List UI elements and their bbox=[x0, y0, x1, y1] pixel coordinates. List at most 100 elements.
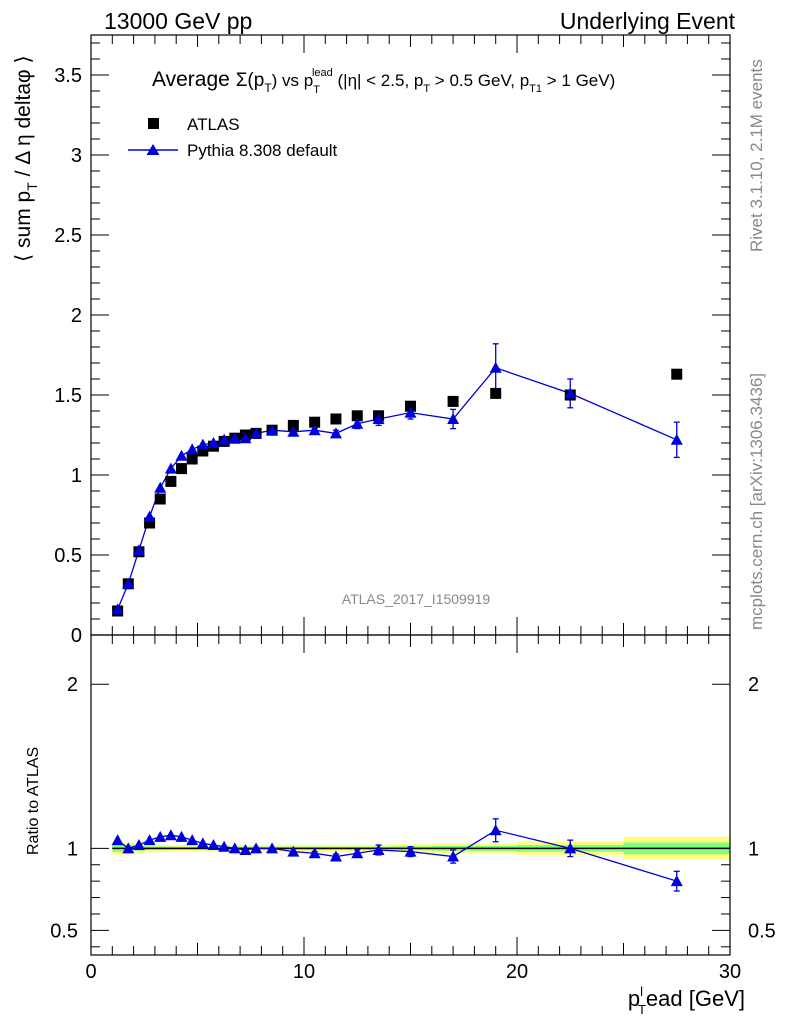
y-tick-label: 2 bbox=[71, 305, 82, 327]
legend-atlas-marker bbox=[148, 118, 159, 129]
atlas-point bbox=[287, 419, 299, 431]
pythia-point bbox=[207, 437, 220, 448]
ratio-pythia-point bbox=[447, 850, 460, 862]
y-tick-label: 3.5 bbox=[54, 65, 82, 87]
header-right: Underlying Event bbox=[560, 8, 736, 34]
pythia-point bbox=[186, 443, 199, 455]
ratio-pythia-point bbox=[329, 850, 342, 862]
atlas-point bbox=[309, 416, 321, 428]
pythia-point bbox=[670, 433, 683, 445]
watermark: ATLAS_2017_I1509919 bbox=[342, 591, 491, 607]
pythia-point bbox=[351, 417, 364, 429]
pythia-point bbox=[564, 387, 577, 399]
y-tick-label: 0.5 bbox=[54, 545, 82, 567]
header-left: 13000 GeV pp bbox=[104, 8, 252, 34]
pythia-point bbox=[175, 449, 188, 461]
ratio-frame bbox=[90, 634, 731, 956]
ratio-y-tick-label: 0.5 bbox=[50, 920, 78, 942]
ratio-pythia-point bbox=[266, 842, 279, 854]
pythia-point bbox=[308, 424, 321, 436]
pythia-point bbox=[154, 481, 167, 493]
x-tick-label: 10 bbox=[293, 961, 315, 983]
pythia-point bbox=[239, 432, 252, 444]
ratio-y-tick-label-right: 0.5 bbox=[748, 920, 776, 942]
pythia-point bbox=[329, 427, 342, 439]
mcplots-label: mcplots.cern.ch [arXiv:1306.3436] bbox=[747, 373, 766, 630]
chart-title: Average Σ(pT) vs pTlead (|η| < 2.5, pT >… bbox=[152, 67, 615, 96]
x-tick-label: 0 bbox=[85, 961, 96, 983]
ratio-y-axis-label: Ratio to ATLAS bbox=[25, 747, 42, 855]
pythia-point bbox=[132, 544, 145, 556]
ratio-pythia-point bbox=[111, 834, 124, 846]
ratio-pythia-point bbox=[164, 829, 177, 841]
ratio-pythia-point bbox=[228, 842, 241, 854]
y-tick-label: 0 bbox=[71, 625, 82, 647]
y-tick-label: 1 bbox=[71, 465, 82, 487]
ratio-y-tick-label: 2 bbox=[67, 674, 78, 696]
pythia-point bbox=[111, 603, 124, 615]
ratio-pythia-point bbox=[154, 830, 167, 842]
ratio-y-tick-label-right: 2 bbox=[748, 674, 759, 696]
pythia-point bbox=[196, 438, 209, 450]
pythia-point bbox=[122, 577, 135, 589]
legend-pythia-marker bbox=[146, 144, 160, 155]
pythia-point bbox=[228, 432, 241, 444]
ratio-ticks bbox=[90, 635, 731, 955]
ratio-y-tick-label: 1 bbox=[67, 838, 78, 860]
x-tick-label: 20 bbox=[506, 961, 528, 983]
atlas-point bbox=[144, 517, 156, 529]
ratio-pythia-point bbox=[143, 834, 156, 846]
ratio-pythia-point bbox=[186, 834, 199, 846]
legend-atlas-label: ATLAS bbox=[187, 115, 240, 134]
atlas-point bbox=[197, 445, 209, 457]
pythia-line bbox=[117, 367, 678, 610]
x-axis-label: pl Tead [GeV] bbox=[628, 984, 745, 1017]
ratio-pythia-point bbox=[175, 830, 188, 842]
ratio-pythia-point bbox=[308, 847, 321, 859]
atlas-point bbox=[186, 453, 198, 465]
legend-pythia-label: Pythia 8.308 default bbox=[187, 141, 338, 160]
atlas-point bbox=[330, 413, 342, 425]
atlas-point bbox=[176, 463, 188, 475]
pythia-point bbox=[143, 510, 156, 522]
main-marks bbox=[111, 343, 683, 617]
atlas-point bbox=[154, 493, 166, 505]
ratio-y-tick-label-right: 1 bbox=[748, 838, 759, 860]
rivet-label: Rivet 3.1.10, 2.1M events bbox=[747, 59, 766, 252]
atlas-point bbox=[447, 395, 459, 407]
pythia-point bbox=[404, 406, 417, 418]
main-y-axis-label: ⟨ sum pT / Δ η deltaφ ⟩ bbox=[12, 55, 40, 262]
pythia-point bbox=[372, 413, 385, 424]
ratio-pythia-point bbox=[250, 842, 263, 854]
ratio-pythia-point bbox=[218, 840, 231, 852]
atlas-point bbox=[351, 410, 363, 422]
ratio-pythia-point bbox=[132, 839, 145, 851]
main-y-tick-labels: 0 0.5 1 1.5 2 2.5 3 3.5 bbox=[54, 65, 82, 647]
pythia-point bbox=[287, 425, 300, 437]
legend: ATLAS Pythia 8.308 default bbox=[128, 115, 338, 160]
ratio-panel: 0.5 0.5 1 1 2 2 0 10 20 30 Ratio to ATLAS pl Tead… bbox=[25, 634, 776, 1017]
x-tick-label: 30 bbox=[719, 961, 741, 983]
main-panel: 0 0.5 1 1.5 2 2.5 3 3.5 ATLAS_2017_I1509919 Ave… bbox=[12, 34, 731, 647]
atlas-point bbox=[165, 475, 177, 487]
ratio-pythia-point bbox=[372, 843, 385, 855]
ratio-pythia-point bbox=[351, 847, 364, 859]
pythia-point bbox=[218, 433, 231, 445]
ratio-pythia-line bbox=[117, 829, 677, 882]
ratio-pythia-point bbox=[122, 842, 135, 854]
ratio-pythia-point bbox=[670, 875, 683, 887]
ratio-pythia-point bbox=[196, 837, 209, 849]
y-tick-label: 3 bbox=[71, 145, 82, 167]
ratio-pythia-point bbox=[404, 845, 417, 857]
ratio-pythia-point bbox=[489, 824, 502, 836]
ratio-pythia-point bbox=[287, 845, 300, 857]
ratio-pythia-point bbox=[239, 843, 252, 855]
atlas-point bbox=[405, 400, 416, 412]
y-tick-label: 2.5 bbox=[54, 225, 82, 247]
pythia-point bbox=[489, 361, 502, 373]
atlas-point bbox=[490, 387, 502, 399]
y-tick-label: 1.5 bbox=[54, 385, 82, 407]
pythia-point bbox=[164, 462, 177, 474]
ratio-pythia-point bbox=[564, 842, 577, 854]
